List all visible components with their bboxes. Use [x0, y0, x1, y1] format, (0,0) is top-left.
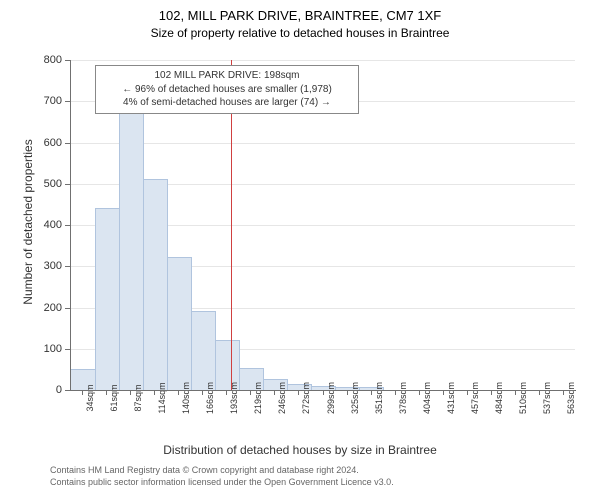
annotation-line: 102 MILL PARK DRIVE: 198sqm [102, 69, 352, 83]
x-axis [70, 390, 575, 391]
x-tick-label: 166sqm [205, 382, 215, 414]
y-tick-label: 100 [32, 343, 62, 355]
y-tick-label: 400 [32, 219, 62, 231]
y-tick-label: 800 [32, 54, 62, 66]
gridline [70, 60, 575, 61]
x-tick-label: 563sqm [566, 382, 576, 414]
x-tick-label: 510sqm [518, 382, 528, 414]
x-tick-label: 140sqm [181, 382, 191, 414]
x-tick-label: 404sqm [422, 382, 432, 414]
y-axis [70, 60, 71, 390]
x-axis-label: Distribution of detached houses by size … [0, 443, 600, 457]
footer-line2: Contains public sector information licen… [50, 477, 394, 489]
x-tick-label: 537sqm [542, 382, 552, 414]
histogram-bar [143, 179, 168, 390]
x-tick-label: 484sqm [494, 382, 504, 414]
y-tick-label: 500 [32, 178, 62, 190]
x-tick-label: 325sqm [350, 382, 360, 414]
y-tick-label: 300 [32, 260, 62, 272]
x-tick-label: 219sqm [253, 382, 263, 414]
chart-title-line2: Size of property relative to detached ho… [0, 26, 600, 40]
y-tick-label: 0 [32, 384, 62, 396]
x-tick-label: 351sqm [374, 382, 384, 414]
x-tick-label: 272sqm [301, 382, 311, 414]
histogram-bar [119, 113, 144, 390]
histogram-bar [191, 311, 216, 390]
x-tick-label: 431sqm [446, 382, 456, 414]
x-tick-label: 87sqm [133, 384, 143, 411]
x-tick-label: 299sqm [326, 382, 336, 414]
x-tick-label: 114sqm [157, 382, 167, 413]
x-tick-label: 34sqm [85, 384, 95, 411]
annotation-line: 4% of semi-detached houses are larger (7… [102, 96, 352, 110]
annotation-box: 102 MILL PARK DRIVE: 198sqm← 96% of deta… [95, 65, 359, 114]
x-tick-label: 246sqm [277, 382, 287, 414]
x-tick-label: 457sqm [470, 382, 480, 414]
y-tick-label: 700 [32, 95, 62, 107]
footer-line1: Contains HM Land Registry data © Crown c… [50, 465, 359, 477]
chart-title-line1: 102, MILL PARK DRIVE, BRAINTREE, CM7 1XF [0, 8, 600, 23]
x-tick-label: 378sqm [398, 382, 408, 414]
y-tick-label: 200 [32, 302, 62, 314]
histogram-bar [167, 257, 192, 390]
gridline [70, 143, 575, 144]
figure: 102, MILL PARK DRIVE, BRAINTREE, CM7 1XF… [0, 0, 600, 500]
histogram-bar [95, 208, 120, 391]
annotation-line: ← 96% of detached houses are smaller (1,… [102, 83, 352, 97]
x-tick-label: 61sqm [109, 384, 119, 411]
y-tick-label: 600 [32, 137, 62, 149]
